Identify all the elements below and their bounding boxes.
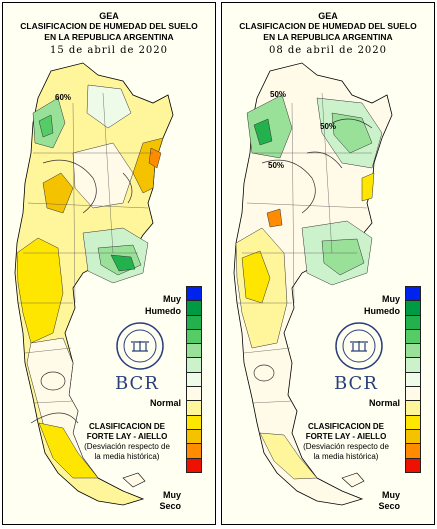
islands: [341, 472, 365, 488]
province-lines: [237, 92, 372, 404]
legend-label-bottom-2: Seco: [378, 501, 400, 511]
panel-subtitle-1: CLASIFICACION DE HUMEDAD DEL SUELO: [239, 21, 417, 31]
classification-line-2: FORTE LAY - AIELLO: [305, 432, 387, 441]
legend-swatch: [186, 457, 202, 473]
isolines: [253, 118, 373, 382]
classification-line-1: CLASIFICACION DE: [89, 422, 165, 431]
legend-swatch: [405, 314, 421, 330]
panel-date: 08 de abril de 2020: [268, 45, 388, 56]
dry-band: [16, 237, 64, 344]
legend-label-normal: Normal: [149, 398, 181, 408]
legend-label-bottom-1: Muy: [163, 490, 181, 500]
map-panel-left: GEA CLASIFICACION DE HUMEDAD DEL SUELO E…: [2, 2, 216, 525]
soil-moisture-map: 50% 50% 50%: [233, 62, 393, 506]
map-panel-right: GEA CLASIFICACION DE HUMEDAD DEL SUELO E…: [221, 2, 435, 525]
northwest-wetter-area: [253, 118, 273, 146]
legend-swatch: [186, 286, 202, 302]
panel-date: 15 de abril de 2020: [49, 45, 169, 56]
legend-swatch: [405, 443, 421, 459]
panel-title: GEA: [99, 11, 119, 21]
isoline-label: 50%: [270, 90, 286, 99]
legend-swatch: [186, 371, 202, 388]
province-lines: [18, 92, 153, 404]
legend-swatch: [186, 343, 202, 359]
legend-swatch: [186, 386, 202, 402]
legend-label-bottom-2: Seco: [159, 501, 181, 511]
central-wetter-area: [321, 238, 365, 276]
legend-swatch: [186, 300, 202, 316]
legend-swatch: [405, 428, 421, 445]
isoline-label: 50%: [320, 122, 336, 131]
classification-line-4: la media histórica): [313, 452, 379, 461]
legend-swatch: [405, 286, 421, 302]
northeast-wetter-area: [331, 112, 373, 154]
legend-swatch: [405, 300, 421, 316]
dry-south-strip: [38, 422, 99, 479]
bcr-seal-icon: [116, 322, 164, 370]
panel-title: GEA: [318, 11, 338, 21]
legend-swatch: [186, 328, 202, 345]
legend-label-top-2: Humedo: [145, 306, 181, 316]
legend-label-top-2: Humedo: [364, 306, 400, 316]
patagonia-normal-area: [26, 337, 99, 479]
legend-swatch: [405, 343, 421, 359]
legend-swatch: [405, 357, 421, 373]
legend-swatch: [186, 428, 202, 445]
bcr-seal-icon: [335, 322, 383, 370]
panel-subtitle-2: EN LA REPUBLICA ARGENTINA: [44, 32, 174, 42]
bcr-logo-text: BCR: [334, 373, 378, 394]
panel-subtitle-1: CLASIFICACION DE HUMEDAD DEL SUELO: [20, 21, 198, 31]
isoline-label: 50%: [268, 161, 284, 170]
legend-swatch: [405, 400, 421, 416]
legend-swatch: [405, 457, 421, 473]
isolines: [30, 159, 133, 424]
south-dry-area: [259, 432, 318, 480]
legend-swatch: [405, 414, 421, 430]
islands: [122, 472, 146, 488]
legend-swatch: [405, 328, 421, 345]
classification-line-3: (Desviación respecto de: [84, 442, 170, 451]
panel-subtitle-2: EN LA REPUBLICA ARGENTINA: [263, 32, 393, 42]
color-legend: [186, 286, 202, 473]
classification-line-1: CLASIFICACION DE: [308, 422, 384, 431]
central-normal-area: [72, 142, 134, 209]
argentina-shape: [233, 62, 393, 506]
classification-line-4: la media histórica): [94, 452, 160, 461]
classification-note: CLASIFICACION DE FORTE LAY - AIELLO (Des…: [290, 422, 402, 462]
legend-swatch: [186, 314, 202, 330]
legend-swatch: [186, 357, 202, 373]
legend-swatch: [405, 386, 421, 402]
north-dry-area: [266, 208, 283, 228]
legend-label-normal: Normal: [368, 398, 400, 408]
northwest-wetter-area: [38, 114, 54, 138]
isoline-label: 60%: [55, 93, 71, 102]
color-legend: [405, 286, 421, 473]
northeast-normal-area: [86, 84, 132, 129]
central-wettest-area: [110, 254, 136, 272]
legend-label-bottom-1: Muy: [382, 490, 400, 500]
classification-line-3: (Desviación respecto de: [303, 442, 389, 451]
legend-label-top-1: Muy: [163, 294, 181, 304]
legend-swatch: [186, 400, 202, 416]
legend-swatch: [186, 443, 202, 459]
soil-moisture-map: 60%: [14, 62, 174, 506]
west-dry-area: [241, 250, 271, 304]
classification-line-2: FORTE LAY - AIELLO: [86, 432, 168, 441]
legend-swatch: [186, 414, 202, 430]
classification-note: CLASIFICACION DE FORTE LAY - AIELLO (Des…: [71, 422, 183, 462]
legend-swatch: [405, 371, 421, 388]
north-orange-area: [361, 172, 375, 202]
legend-label-top-1: Muy: [382, 294, 400, 304]
bcr-logo-text: BCR: [115, 373, 159, 394]
